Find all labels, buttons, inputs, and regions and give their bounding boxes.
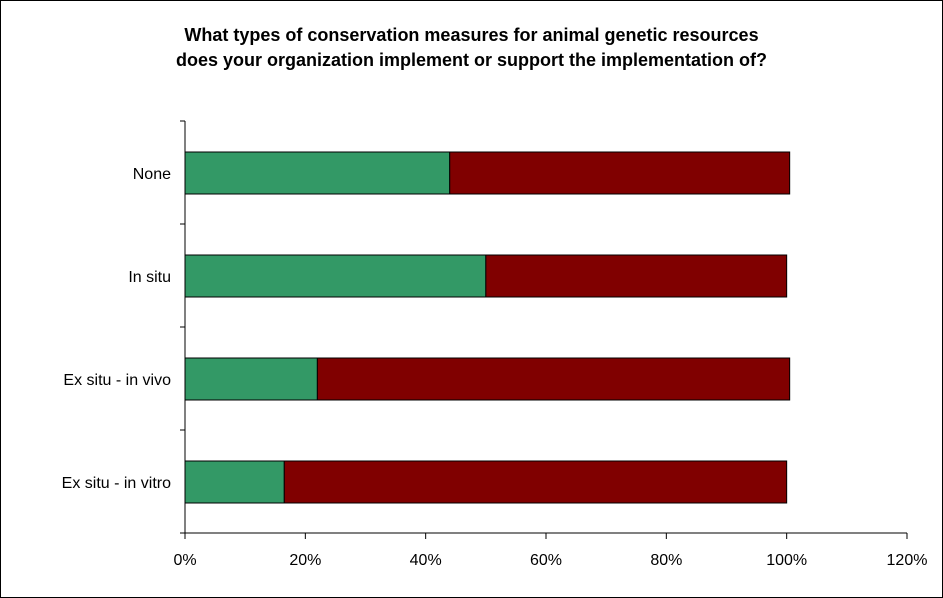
bar-segment-series-1-none — [184, 151, 451, 195]
x-tick-label: 60% — [530, 552, 562, 569]
bar-segment-series-1-in-situ — [184, 254, 487, 298]
x-tick-label: 0% — [173, 552, 196, 569]
bar-segment-series-1-ex-situ-in-vitro — [184, 460, 285, 504]
bar-segment-series-2-ex-situ-in-vivo — [316, 357, 791, 401]
chart-title: What types of conservation measures for … — [1, 23, 942, 73]
x-tick-label: 20% — [289, 552, 321, 569]
bar-segment-series-2-none — [449, 151, 791, 195]
category-label: Ex situ - in vivo — [63, 372, 171, 389]
category-label: In situ — [128, 269, 171, 286]
bar-segment-series-2-ex-situ-in-vitro — [283, 460, 788, 504]
x-tick-label: 120% — [887, 552, 928, 569]
x-tick-label: 100% — [766, 552, 807, 569]
bar-segment-series-1-ex-situ-in-vivo — [184, 357, 318, 401]
chart-title-line-1: What types of conservation measures for … — [184, 25, 759, 45]
x-tick-label: 40% — [410, 552, 442, 569]
category-label: Ex situ - in vitro — [62, 475, 171, 492]
chart-title-line-2: does your organization implement or supp… — [175, 50, 768, 70]
category-label: None — [133, 166, 171, 183]
x-tick-label: 80% — [650, 552, 682, 569]
bar-segment-series-2-in-situ — [485, 254, 788, 298]
